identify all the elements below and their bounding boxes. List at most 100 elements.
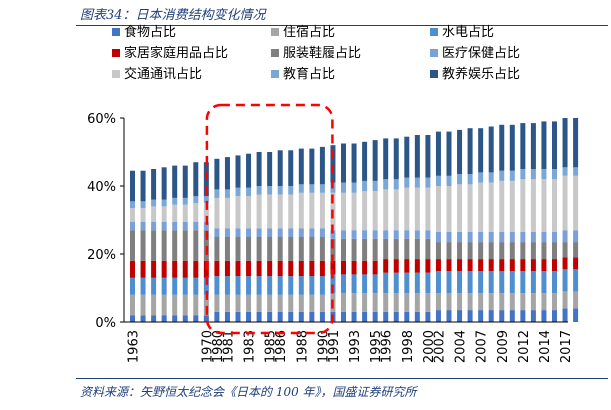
- bar-segment: [562, 242, 568, 258]
- bar-segment: [552, 310, 557, 322]
- bar-segment: [319, 294, 325, 312]
- bar-segment: [404, 272, 410, 294]
- bar-segment: [446, 310, 452, 322]
- bar-segment: [446, 242, 452, 260]
- bar-segment: [467, 174, 473, 185]
- bar-segment: [446, 175, 452, 186]
- bar-segment: [341, 182, 346, 193]
- bar-segment: [446, 186, 452, 232]
- bar-segment: [161, 167, 167, 200]
- bar-segment: [341, 238, 346, 261]
- legend-label: 食物占比: [124, 24, 176, 40]
- bar-segment: [224, 294, 230, 312]
- legend-swatch: [271, 49, 279, 57]
- bar-segment: [277, 228, 283, 237]
- bar-segment: [172, 277, 178, 295]
- bar-segment: [372, 260, 378, 275]
- x-tick-label: 1985: [264, 330, 279, 363]
- bar-segment: [193, 203, 199, 222]
- bar-segment: [161, 277, 167, 295]
- bar-segment: [562, 308, 568, 322]
- bar-segment: [288, 294, 294, 312]
- x-tick-label: 1980: [211, 330, 226, 363]
- bar-segment: [393, 138, 399, 180]
- bar-segment: [404, 136, 410, 178]
- bar-segment: [161, 199, 167, 207]
- bar-segment: [267, 186, 273, 195]
- bar-segment: [530, 310, 536, 322]
- bar-segment: [499, 124, 505, 171]
- legend-swatch: [112, 28, 120, 36]
- bar-segment: [267, 294, 273, 312]
- bar-segment: [383, 189, 389, 231]
- bar-segment: [372, 293, 378, 312]
- bar-segment: [520, 259, 526, 271]
- bar-segment: [214, 260, 220, 277]
- bar-segment: [562, 118, 568, 168]
- bar-segment: [235, 196, 241, 229]
- bar-segment: [172, 315, 178, 322]
- bar-segment: [425, 272, 431, 294]
- bar-segment: [246, 196, 252, 229]
- bar-segment: [330, 145, 336, 183]
- bar-segment: [478, 128, 484, 173]
- bar-segment: [246, 294, 252, 312]
- bar-segment: [309, 260, 315, 277]
- bar-segment: [214, 311, 220, 322]
- bar-segment: [182, 221, 188, 231]
- bar-segment: [267, 152, 273, 186]
- bar-segment: [256, 276, 262, 295]
- bar-segment: [541, 231, 547, 243]
- bar-segment: [130, 315, 135, 322]
- bar-segment: [203, 230, 209, 261]
- bar-segment: [214, 189, 220, 198]
- legend-swatch: [271, 70, 279, 78]
- bar-segment: [372, 274, 378, 294]
- x-tick-label: 1988: [295, 330, 310, 363]
- legend-label: 交通通讯占比: [124, 66, 202, 82]
- bar-segment: [435, 186, 441, 232]
- top-rule: [76, 25, 608, 26]
- legend-label: 住宿占比: [283, 24, 335, 40]
- bar-segment: [235, 155, 241, 188]
- bar-segment: [267, 228, 273, 237]
- bar-segment: [214, 228, 220, 237]
- legend-label: 医疗保健占比: [442, 46, 520, 61]
- bar-segment: [393, 179, 399, 190]
- bar-segment: [520, 271, 526, 294]
- bar-segment: [509, 242, 515, 260]
- bar-segment: [203, 221, 209, 231]
- bar-segment: [435, 310, 441, 322]
- bar-segment: [130, 294, 135, 316]
- bar-segment: [362, 260, 368, 275]
- bar-segment: [256, 311, 262, 322]
- bar-segment: [393, 259, 399, 273]
- bar-segment: [161, 315, 167, 322]
- bar-segment: [130, 221, 135, 231]
- bar-segment: [541, 121, 547, 169]
- bar-segment: [182, 230, 188, 261]
- bar-segment: [383, 293, 389, 312]
- bar-segment: [467, 128, 473, 175]
- bar-segment: [509, 293, 515, 311]
- bar-segment: [288, 237, 294, 261]
- x-tick-label: 1990: [316, 330, 331, 363]
- bar-segment: [203, 277, 209, 295]
- bar-segment: [393, 272, 399, 294]
- bar-segment: [446, 231, 452, 243]
- bar-segment: [509, 310, 515, 322]
- bar-segment: [235, 187, 241, 197]
- bar-segment: [351, 260, 357, 275]
- bar-segment: [172, 204, 178, 222]
- bar-segment: [330, 230, 336, 239]
- bar-segment: [203, 196, 209, 203]
- bar-segment: [130, 277, 135, 295]
- bar-segment: [288, 194, 294, 229]
- bar-segment: [351, 230, 357, 239]
- bar-segment: [478, 172, 484, 183]
- bar-segment: [161, 260, 167, 278]
- bar-segment: [478, 293, 484, 311]
- bar-segment: [277, 237, 283, 261]
- bar-segment: [404, 238, 410, 260]
- legend-label: 家居家庭用品占比: [124, 45, 228, 61]
